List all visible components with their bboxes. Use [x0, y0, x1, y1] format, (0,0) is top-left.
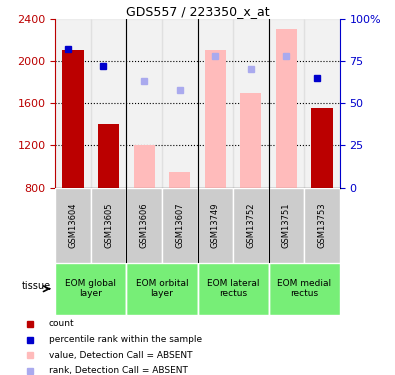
Bar	[205, 50, 226, 188]
Bar	[62, 50, 84, 188]
Text: percentile rank within the sample: percentile rank within the sample	[49, 335, 201, 344]
Text: tissue: tissue	[22, 281, 51, 291]
Text: count: count	[49, 320, 74, 328]
Text: GSM13606: GSM13606	[140, 202, 149, 248]
Bar	[55, 188, 91, 262]
Bar	[126, 262, 198, 315]
Bar	[233, 19, 269, 188]
Bar	[55, 19, 91, 188]
Text: GSM13753: GSM13753	[318, 202, 326, 248]
Bar	[269, 19, 304, 188]
Text: GSM13604: GSM13604	[69, 202, 77, 248]
Bar	[304, 19, 340, 188]
Text: EOM lateral
rectus: EOM lateral rectus	[207, 279, 259, 298]
Bar	[98, 124, 119, 188]
Text: GSM13607: GSM13607	[175, 202, 184, 248]
Bar	[311, 108, 333, 188]
Text: GSM13752: GSM13752	[246, 202, 255, 248]
Text: EOM orbital
layer: EOM orbital layer	[135, 279, 188, 298]
Bar	[198, 188, 233, 262]
Bar	[269, 262, 340, 315]
Bar	[198, 262, 269, 315]
Bar	[134, 146, 155, 188]
Bar	[304, 188, 340, 262]
Bar	[91, 188, 126, 262]
Text: EOM medial
rectus: EOM medial rectus	[277, 279, 331, 298]
Bar	[240, 93, 261, 188]
Bar	[162, 188, 198, 262]
Bar	[233, 188, 269, 262]
Bar	[126, 19, 162, 188]
Bar	[55, 262, 126, 315]
Title: GDS557 / 223350_x_at: GDS557 / 223350_x_at	[126, 4, 269, 18]
Bar	[126, 188, 162, 262]
Text: EOM global
layer: EOM global layer	[65, 279, 117, 298]
Bar	[269, 188, 304, 262]
Text: rank, Detection Call = ABSENT: rank, Detection Call = ABSENT	[49, 366, 187, 375]
Text: GSM13749: GSM13749	[211, 202, 220, 248]
Bar	[91, 19, 126, 188]
Text: value, Detection Call = ABSENT: value, Detection Call = ABSENT	[49, 351, 192, 360]
Bar	[198, 19, 233, 188]
Text: GSM13605: GSM13605	[104, 202, 113, 248]
Text: GSM13751: GSM13751	[282, 202, 291, 248]
Bar	[169, 172, 190, 188]
Bar	[276, 29, 297, 188]
Bar	[162, 19, 198, 188]
